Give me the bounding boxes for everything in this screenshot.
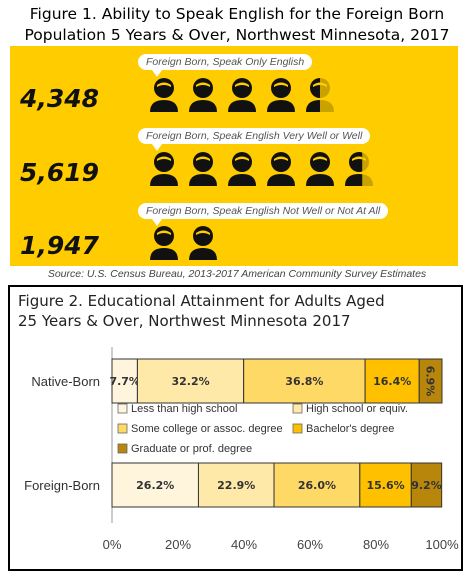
figure2-title: Figure 2. Educational Attainment for Adu… xyxy=(18,291,385,331)
legend-entry: Graduate or prof. degree xyxy=(117,443,252,455)
legend-entry: High school or equiv. xyxy=(292,403,408,415)
data-label: 15.6% xyxy=(366,479,404,492)
person-icon xyxy=(150,226,178,260)
person-icon xyxy=(150,152,178,186)
source-note: Source: U.S. Census Bureau, 2013-2017 Am… xyxy=(47,268,427,280)
stat-number-speak-english-not-well: 1,947 xyxy=(20,231,100,260)
person-icon xyxy=(189,78,217,112)
data-label: 26.0% xyxy=(298,479,336,492)
bar-segment xyxy=(243,358,366,404)
bubble-label: Foreign Born, Speak Only English xyxy=(146,56,305,68)
stacked-bar-chart: Native-Born 7.7% 32.2% 36.8% 16.4% 6.9% Foreig… xyxy=(24,347,459,552)
x-tick-label: 0% xyxy=(103,537,122,552)
legend-label: High school or equiv. xyxy=(306,403,408,415)
legend-entry: Less than high school xyxy=(117,403,237,415)
bar-segment xyxy=(111,358,138,404)
data-label: 6.9% xyxy=(424,366,437,397)
bubble-tail xyxy=(152,219,162,226)
bar-segment xyxy=(359,462,412,508)
data-label: 16.4% xyxy=(373,375,411,388)
legend-label: Less than high school xyxy=(131,403,237,415)
legend-swatch xyxy=(117,403,128,414)
category-label: Foreign-Born xyxy=(24,478,100,493)
data-label: 9.2% xyxy=(411,479,442,492)
bar-segment xyxy=(418,358,443,404)
person-icon xyxy=(228,78,256,112)
person-icon xyxy=(306,152,334,186)
person-icon xyxy=(267,78,295,112)
figure2-title-line1: Figure 2. Educational Attainment for Adu… xyxy=(18,292,385,310)
figure2-box: Figure 2. Educational Attainment for Adu… xyxy=(8,285,463,571)
person-icon xyxy=(189,226,217,260)
data-label: 32.2% xyxy=(171,375,209,388)
person-icon xyxy=(150,78,178,112)
stat-number-speak-english-well: 5,619 xyxy=(20,158,100,187)
bar-segment xyxy=(197,462,275,508)
person-icon xyxy=(345,152,373,186)
legend-label: Graduate or prof. degree xyxy=(131,443,252,455)
legend-label: Some college or assoc. degree xyxy=(131,423,283,435)
x-tick-label: 60% xyxy=(297,537,323,552)
legend-swatch xyxy=(117,423,128,434)
legend-label: Bachelor's degree xyxy=(306,423,394,435)
people-icons-row xyxy=(150,78,334,112)
bubble-label: Foreign Born, Speak English Not Well or … xyxy=(146,205,381,217)
data-label: 36.8% xyxy=(285,375,323,388)
data-label: 26.2% xyxy=(136,479,174,492)
bubble-label: Foreign Born, Speak English Very Well or… xyxy=(146,130,363,142)
people-icons-row xyxy=(150,152,373,186)
bar-segment xyxy=(364,358,420,404)
legend-entry: Bachelor's degree xyxy=(292,423,394,435)
stat-number-speak-only-english: 4,348 xyxy=(20,84,100,113)
bubble-speak-only-english: Foreign Born, Speak Only English xyxy=(138,54,313,70)
data-label: 7.7% xyxy=(109,375,140,388)
bar-segment xyxy=(410,462,443,508)
person-icon xyxy=(306,78,334,112)
figure1-title-line1: Figure 1. Ability to Speak English for t… xyxy=(29,5,445,23)
x-tick-label: 40% xyxy=(231,537,257,552)
x-tick-label: 100% xyxy=(425,537,459,552)
person-icon xyxy=(267,152,295,186)
figure1-title-line2: Population 5 Years & Over, Northwest Min… xyxy=(24,26,450,44)
legend-entry: Some college or assoc. degree xyxy=(117,423,283,435)
legend-swatch xyxy=(292,403,303,414)
x-tick-label: 20% xyxy=(165,537,191,552)
figure1-title: Figure 1. Ability to Speak English for t… xyxy=(0,4,474,46)
person-icon xyxy=(228,152,256,186)
person-icon xyxy=(189,152,217,186)
bubble-speak-english-well: Foreign Born, Speak English Very Well or… xyxy=(138,128,371,144)
x-tick-label: 80% xyxy=(363,537,389,552)
data-label: 22.9% xyxy=(217,479,255,492)
figure2-title-line2: 25 Years & Over, Northwest Minnesota 201… xyxy=(18,312,351,330)
category-label: Native-Born xyxy=(31,374,100,389)
bubble-tail xyxy=(152,144,162,151)
legend-swatch xyxy=(292,423,303,434)
people-icons-row xyxy=(150,226,217,260)
bubble-tail xyxy=(152,70,162,77)
bubble-speak-english-not-well: Foreign Born, Speak English Not Well or … xyxy=(138,203,389,219)
legend-swatch xyxy=(117,443,128,454)
